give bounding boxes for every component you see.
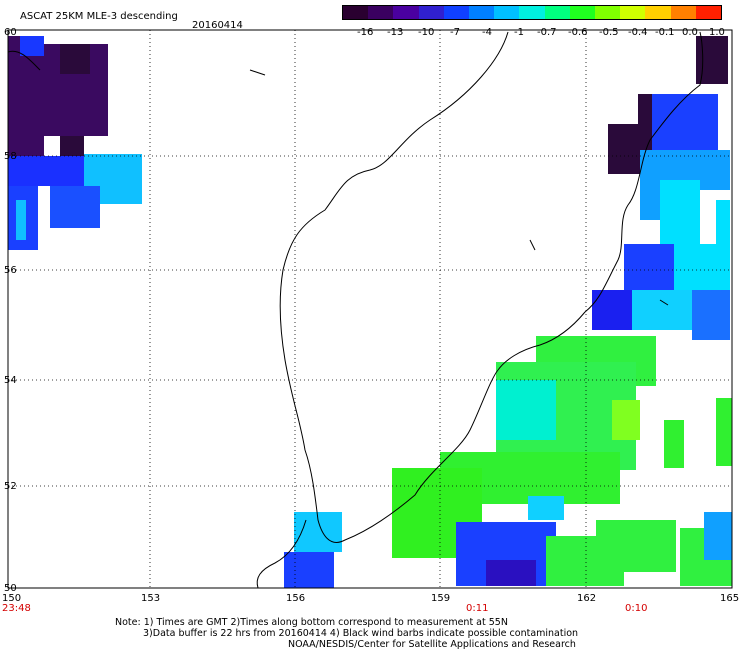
data-pixel	[486, 560, 536, 586]
y-tick-label: 58	[4, 151, 17, 162]
map-frame	[7, 29, 733, 589]
data-pixel	[284, 552, 334, 588]
colorbar-segment	[519, 6, 546, 19]
colorbar-segment	[544, 6, 571, 19]
colorbar-segment	[469, 6, 495, 19]
colorbar-segment	[569, 6, 596, 19]
x-tick-label: 156	[286, 593, 306, 604]
data-pixel	[674, 244, 730, 294]
coastline	[7, 31, 704, 589]
data-pixel	[20, 36, 44, 56]
data-pixel	[700, 150, 730, 190]
data-pixel	[716, 398, 732, 466]
data-pixel	[624, 244, 674, 294]
y-tick-label: 60	[4, 27, 17, 38]
colorbar-label: -7	[450, 27, 460, 38]
colorbar-label: 0.0	[682, 27, 698, 38]
colorbar-label: -13	[387, 27, 404, 38]
data-pixel	[60, 44, 90, 74]
product-date: 20160414	[192, 20, 243, 31]
x-tick-label: 159	[431, 593, 451, 604]
data-pixel	[612, 400, 640, 440]
data-pixel	[704, 512, 732, 560]
colorbar-segment	[443, 6, 470, 19]
data-pixel	[592, 290, 632, 330]
time-label: 0:10	[625, 603, 648, 614]
colorbar-segment	[620, 6, 646, 19]
note-line: 3)Data buffer is 22 hrs from 20160414 4)…	[143, 628, 579, 639]
colorbar-label: -0.5	[599, 27, 619, 38]
x-tick-label: 153	[141, 593, 161, 604]
data-pixel	[652, 94, 718, 154]
data-pixel	[696, 36, 728, 84]
colorbar-segment	[418, 6, 445, 19]
colorbar-label: -16	[357, 27, 374, 38]
y-tick-label: 56	[4, 265, 17, 276]
colorbar-label: -0.1	[655, 27, 675, 38]
x-tick-label: 162	[577, 593, 597, 604]
note-line: Note: 1) Times are GMT 2)Times along bot…	[115, 617, 508, 628]
product-title: ASCAT 25KM MLE-3 descending	[20, 11, 178, 22]
colorbar-segment	[670, 6, 697, 19]
grid-lines	[8, 30, 732, 588]
colorbar-label: -1	[514, 27, 524, 38]
note-line: NOAA/NESDIS/Center for Satellite Applica…	[288, 639, 576, 650]
data-pixel	[596, 520, 676, 572]
colorbar-label: -0.4	[628, 27, 648, 38]
data-pixel	[496, 380, 556, 440]
data-pixel	[528, 496, 564, 520]
data-pixel	[632, 290, 692, 330]
colorbar-segment	[695, 6, 722, 19]
x-tick-label: 150	[2, 593, 22, 604]
colorbar-segment	[645, 6, 672, 19]
colorbar-segment	[494, 6, 520, 19]
colorbar-segment	[368, 6, 394, 19]
data-pixel	[16, 200, 26, 240]
colorbar-segment	[393, 6, 420, 19]
y-tick-label: 54	[4, 375, 17, 386]
data-pixel	[50, 186, 100, 228]
data-pixel	[664, 420, 684, 468]
colorbar	[342, 5, 722, 20]
y-tick-label: 50	[4, 583, 17, 594]
time-label: 23:48	[2, 603, 31, 614]
colorbar-label: -0.7	[537, 27, 557, 38]
data-pixel	[8, 156, 84, 186]
y-tick-label: 52	[4, 481, 17, 492]
colorbar-segment	[595, 6, 621, 19]
colorbar-segment	[343, 6, 369, 19]
colorbar-label: -10	[418, 27, 435, 38]
time-label: 0:11	[466, 603, 489, 614]
colorbar-label: -0.6	[568, 27, 588, 38]
data-pixel	[692, 290, 730, 340]
colorbar-label: -4	[482, 27, 492, 38]
data-pixels	[8, 36, 732, 588]
colorbar-label: 1.0	[709, 27, 725, 38]
x-tick-label: 165	[720, 593, 740, 604]
